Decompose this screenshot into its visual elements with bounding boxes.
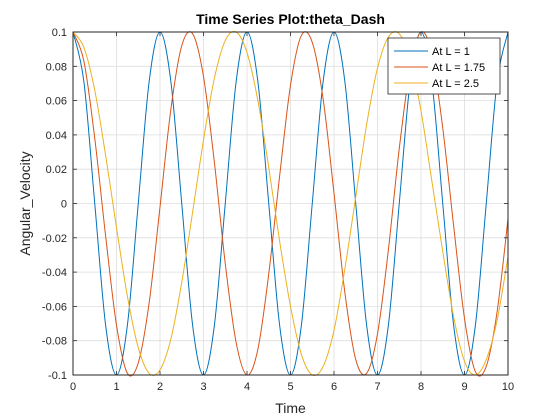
x-tick-label: 4 — [244, 381, 250, 393]
x-tick-label: 7 — [374, 381, 380, 393]
y-tick-label: -0.06 — [42, 301, 67, 313]
y-axis-label: Angular_Velocity — [17, 151, 33, 255]
x-axis-label: Time — [275, 400, 306, 416]
x-tick-label: 0 — [70, 381, 76, 393]
y-tick-label: -0.04 — [42, 267, 67, 279]
x-tick-label: 1 — [113, 381, 119, 393]
x-tick-label: 9 — [461, 381, 467, 393]
y-tick-label: 0 — [61, 199, 67, 211]
legend: At L = 1 At L = 1.75 At L = 2.5 — [387, 37, 501, 95]
series-line-l25 — [72, 30, 509, 377]
y-tick-label: -0.02 — [42, 233, 67, 245]
y-tick-label: 0.04 — [46, 130, 67, 142]
y-tick-label: 0.08 — [46, 61, 67, 73]
x-tick-label: 3 — [200, 381, 206, 393]
x-tick-label: 2 — [157, 381, 163, 393]
y-tick-label: -0.1 — [48, 370, 67, 382]
chart-title: Time Series Plot:theta_Dash — [196, 11, 385, 27]
legend-box — [387, 37, 501, 95]
axis-ticks: 0 1 2 3 4 5 6 7 8 9 10 -0.1 -0.08 -0.06 -0.04 -0.02 0 0.0… — [42, 27, 514, 393]
x-tick-label: 6 — [331, 381, 337, 393]
x-tick-label: 8 — [418, 381, 424, 393]
x-tick-label: 10 — [502, 381, 514, 393]
y-tick-label: -0.08 — [42, 336, 67, 348]
y-tick-label: 0.1 — [52, 27, 67, 39]
y-tick-label: 0.02 — [46, 164, 67, 176]
x-tick-label: 5 — [287, 381, 293, 393]
y-tick-label: 0.06 — [46, 96, 67, 108]
legend-label-l25: At L = 2.5 — [432, 78, 479, 90]
legend-label-l1: At L = 1 — [432, 46, 470, 58]
legend-label-l175: At L = 1.75 — [432, 62, 485, 74]
